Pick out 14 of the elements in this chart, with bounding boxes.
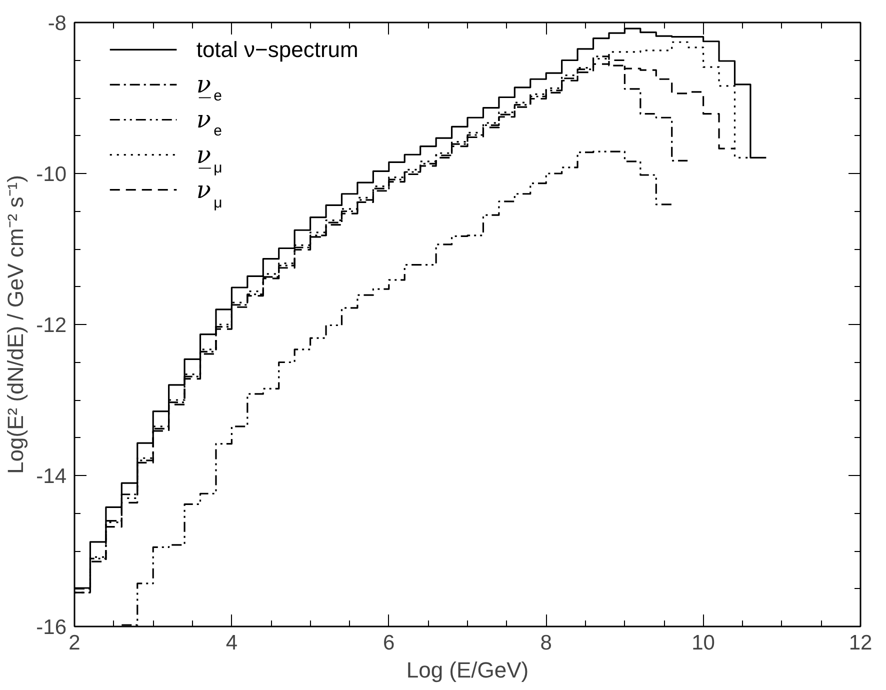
x-tick-label: 8 [540,632,552,654]
x-tick-label: 4 [226,632,238,654]
y-tick-label: -14 [36,465,67,488]
x-tick-label: 2 [68,632,80,654]
y-tick-label: -16 [36,616,67,639]
legend-label: total ν−spectrum [196,37,358,62]
y-tick-label: -10 [36,163,67,186]
x-tick-label: 10 [692,632,715,654]
y-tick-label: -8 [48,12,67,35]
y-axis-title: Log(E² (dN/dE) / GeV cm⁻² s⁻¹) [3,175,28,474]
y-tick-label: -12 [36,314,67,337]
x-axis-title: Log (E/GeV) [406,658,529,682]
x-tick-label: 12 [848,632,872,654]
x-tick-label: 6 [383,632,395,654]
